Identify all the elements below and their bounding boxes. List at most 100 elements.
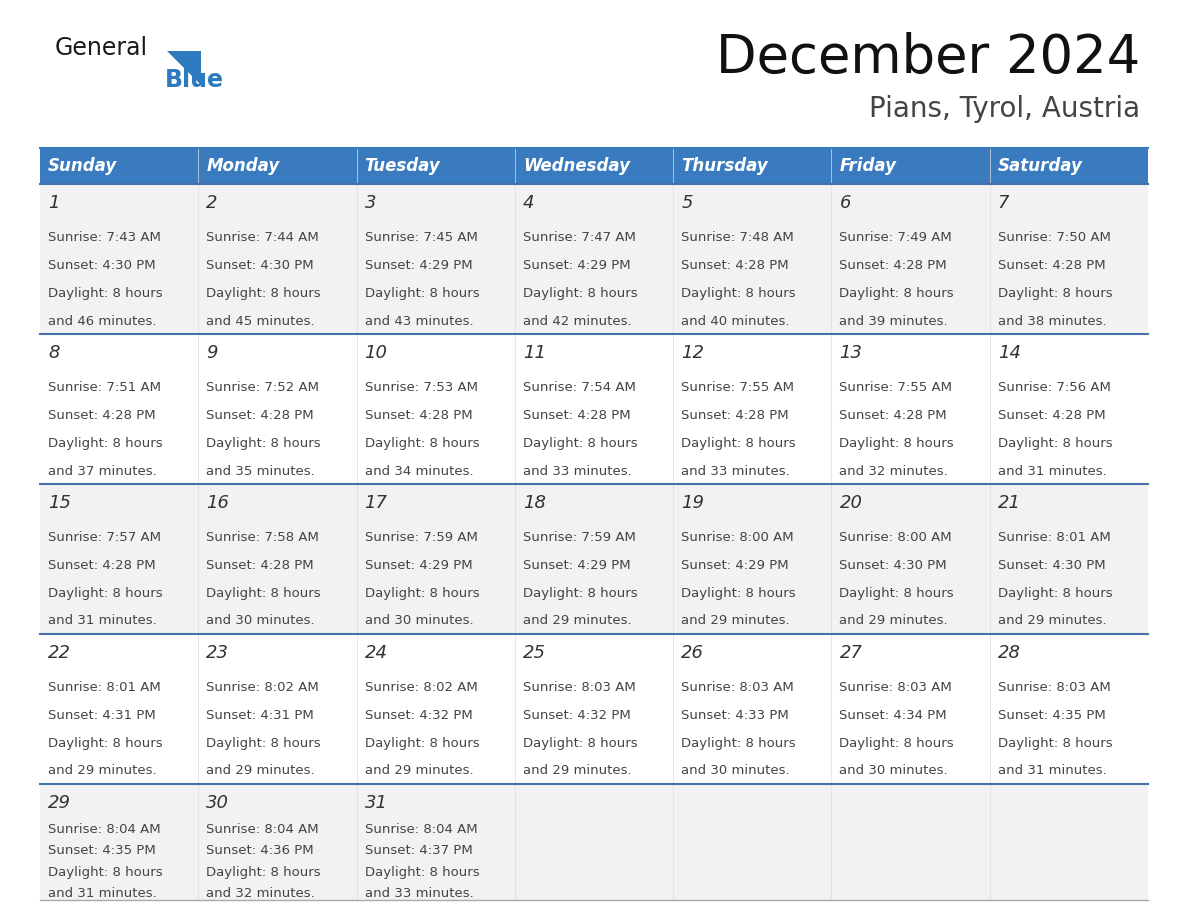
Text: Sunrise: 8:01 AM: Sunrise: 8:01 AM: [998, 532, 1111, 544]
Text: Daylight: 8 hours: Daylight: 8 hours: [48, 736, 163, 749]
Text: and 42 minutes.: and 42 minutes.: [523, 315, 632, 328]
Text: Daylight: 8 hours: Daylight: 8 hours: [681, 437, 796, 450]
Text: and 39 minutes.: and 39 minutes.: [840, 315, 948, 328]
Text: 9: 9: [207, 344, 217, 362]
Text: Sunrise: 7:52 AM: Sunrise: 7:52 AM: [207, 381, 320, 395]
Text: Daylight: 8 hours: Daylight: 8 hours: [523, 587, 638, 599]
Text: Sunset: 4:29 PM: Sunset: 4:29 PM: [523, 259, 631, 272]
Text: Daylight: 8 hours: Daylight: 8 hours: [840, 736, 954, 749]
Text: Sunrise: 8:03 AM: Sunrise: 8:03 AM: [523, 681, 636, 694]
Text: Sunrise: 8:00 AM: Sunrise: 8:00 AM: [840, 532, 952, 544]
Text: and 46 minutes.: and 46 minutes.: [48, 315, 157, 328]
Text: Daylight: 8 hours: Daylight: 8 hours: [998, 736, 1112, 749]
Text: Sunset: 4:31 PM: Sunset: 4:31 PM: [207, 709, 314, 722]
Text: Sunrise: 7:59 AM: Sunrise: 7:59 AM: [523, 532, 636, 544]
Bar: [40, 484, 1148, 633]
Text: and 30 minutes.: and 30 minutes.: [207, 614, 315, 627]
Text: and 31 minutes.: and 31 minutes.: [48, 888, 157, 901]
Text: and 29 minutes.: and 29 minutes.: [681, 614, 790, 627]
Text: Daylight: 8 hours: Daylight: 8 hours: [681, 736, 796, 749]
Text: Sunset: 4:29 PM: Sunset: 4:29 PM: [365, 559, 472, 572]
Text: 1: 1: [48, 194, 59, 212]
Text: and 29 minutes.: and 29 minutes.: [207, 765, 315, 778]
Text: Daylight: 8 hours: Daylight: 8 hours: [998, 437, 1112, 450]
Text: Wednesday: Wednesday: [523, 157, 630, 175]
Text: 13: 13: [840, 344, 862, 362]
Text: Sunset: 4:30 PM: Sunset: 4:30 PM: [998, 559, 1105, 572]
Text: Sunrise: 7:56 AM: Sunrise: 7:56 AM: [998, 381, 1111, 395]
Text: Daylight: 8 hours: Daylight: 8 hours: [207, 437, 321, 450]
Text: 28: 28: [998, 644, 1020, 662]
Text: Sunrise: 7:58 AM: Sunrise: 7:58 AM: [207, 532, 320, 544]
Text: Sunset: 4:30 PM: Sunset: 4:30 PM: [840, 559, 947, 572]
Text: Sunset: 4:28 PM: Sunset: 4:28 PM: [681, 409, 789, 422]
Text: and 33 minutes.: and 33 minutes.: [523, 465, 632, 477]
Text: 6: 6: [840, 194, 851, 212]
Text: and 32 minutes.: and 32 minutes.: [840, 465, 948, 477]
Text: Daylight: 8 hours: Daylight: 8 hours: [365, 287, 479, 300]
Text: Saturday: Saturday: [998, 157, 1082, 175]
Text: 15: 15: [48, 494, 71, 511]
Text: Daylight: 8 hours: Daylight: 8 hours: [48, 437, 163, 450]
Text: Sunrise: 8:01 AM: Sunrise: 8:01 AM: [48, 681, 160, 694]
Text: Sunset: 4:28 PM: Sunset: 4:28 PM: [998, 409, 1105, 422]
Text: and 30 minutes.: and 30 minutes.: [365, 614, 473, 627]
Text: 25: 25: [523, 644, 545, 662]
Text: Daylight: 8 hours: Daylight: 8 hours: [840, 437, 954, 450]
Polygon shape: [168, 51, 201, 85]
Text: Daylight: 8 hours: Daylight: 8 hours: [365, 736, 479, 749]
Text: Sunset: 4:28 PM: Sunset: 4:28 PM: [48, 559, 156, 572]
Text: Sunrise: 7:51 AM: Sunrise: 7:51 AM: [48, 381, 162, 395]
Text: Sunset: 4:28 PM: Sunset: 4:28 PM: [840, 259, 947, 272]
Text: and 30 minutes.: and 30 minutes.: [840, 765, 948, 778]
Text: Sunset: 4:31 PM: Sunset: 4:31 PM: [48, 709, 156, 722]
Text: December 2024: December 2024: [715, 32, 1140, 84]
Text: 14: 14: [998, 344, 1020, 362]
Text: Sunset: 4:30 PM: Sunset: 4:30 PM: [48, 259, 156, 272]
Text: Sunset: 4:29 PM: Sunset: 4:29 PM: [365, 259, 472, 272]
Text: 18: 18: [523, 494, 545, 511]
Text: 23: 23: [207, 644, 229, 662]
Bar: [40, 334, 1148, 484]
Text: Daylight: 8 hours: Daylight: 8 hours: [207, 866, 321, 879]
Text: Sunset: 4:28 PM: Sunset: 4:28 PM: [681, 259, 789, 272]
Text: Sunset: 4:28 PM: Sunset: 4:28 PM: [523, 409, 631, 422]
Text: Sunset: 4:28 PM: Sunset: 4:28 PM: [48, 409, 156, 422]
Text: Sunrise: 7:50 AM: Sunrise: 7:50 AM: [998, 231, 1111, 244]
Text: Sunrise: 8:02 AM: Sunrise: 8:02 AM: [365, 681, 478, 694]
Text: Sunrise: 8:04 AM: Sunrise: 8:04 AM: [207, 823, 318, 835]
Text: and 29 minutes.: and 29 minutes.: [998, 614, 1106, 627]
Text: and 37 minutes.: and 37 minutes.: [48, 465, 157, 477]
Text: Tuesday: Tuesday: [365, 157, 441, 175]
Text: Sunset: 4:29 PM: Sunset: 4:29 PM: [523, 559, 631, 572]
Text: Sunrise: 8:03 AM: Sunrise: 8:03 AM: [681, 681, 794, 694]
Text: 17: 17: [365, 494, 387, 511]
Text: Sunset: 4:32 PM: Sunset: 4:32 PM: [365, 709, 473, 722]
Bar: [40, 184, 1148, 334]
Text: Sunrise: 7:47 AM: Sunrise: 7:47 AM: [523, 231, 636, 244]
Text: 30: 30: [207, 793, 229, 812]
Text: Daylight: 8 hours: Daylight: 8 hours: [998, 287, 1112, 300]
Text: and 43 minutes.: and 43 minutes.: [365, 315, 473, 328]
Text: Sunrise: 7:49 AM: Sunrise: 7:49 AM: [840, 231, 952, 244]
Text: and 31 minutes.: and 31 minutes.: [48, 614, 157, 627]
Text: and 40 minutes.: and 40 minutes.: [681, 315, 790, 328]
Text: and 29 minutes.: and 29 minutes.: [48, 765, 157, 778]
Text: Sunrise: 7:59 AM: Sunrise: 7:59 AM: [365, 532, 478, 544]
Text: 10: 10: [365, 344, 387, 362]
Text: and 29 minutes.: and 29 minutes.: [840, 614, 948, 627]
Text: Sunset: 4:28 PM: Sunset: 4:28 PM: [207, 559, 314, 572]
Text: 12: 12: [681, 344, 704, 362]
Text: Sunrise: 7:54 AM: Sunrise: 7:54 AM: [523, 381, 636, 395]
Text: Sunrise: 7:44 AM: Sunrise: 7:44 AM: [207, 231, 320, 244]
Text: and 33 minutes.: and 33 minutes.: [365, 888, 473, 901]
Text: Daylight: 8 hours: Daylight: 8 hours: [523, 437, 638, 450]
Text: Sunrise: 7:55 AM: Sunrise: 7:55 AM: [840, 381, 953, 395]
Text: Sunset: 4:35 PM: Sunset: 4:35 PM: [998, 709, 1106, 722]
Text: Sunrise: 8:03 AM: Sunrise: 8:03 AM: [840, 681, 952, 694]
Text: Sunday: Sunday: [48, 157, 118, 175]
Text: General: General: [55, 36, 148, 60]
Text: Sunrise: 7:53 AM: Sunrise: 7:53 AM: [365, 381, 478, 395]
Text: 22: 22: [48, 644, 71, 662]
Text: and 35 minutes.: and 35 minutes.: [207, 465, 315, 477]
